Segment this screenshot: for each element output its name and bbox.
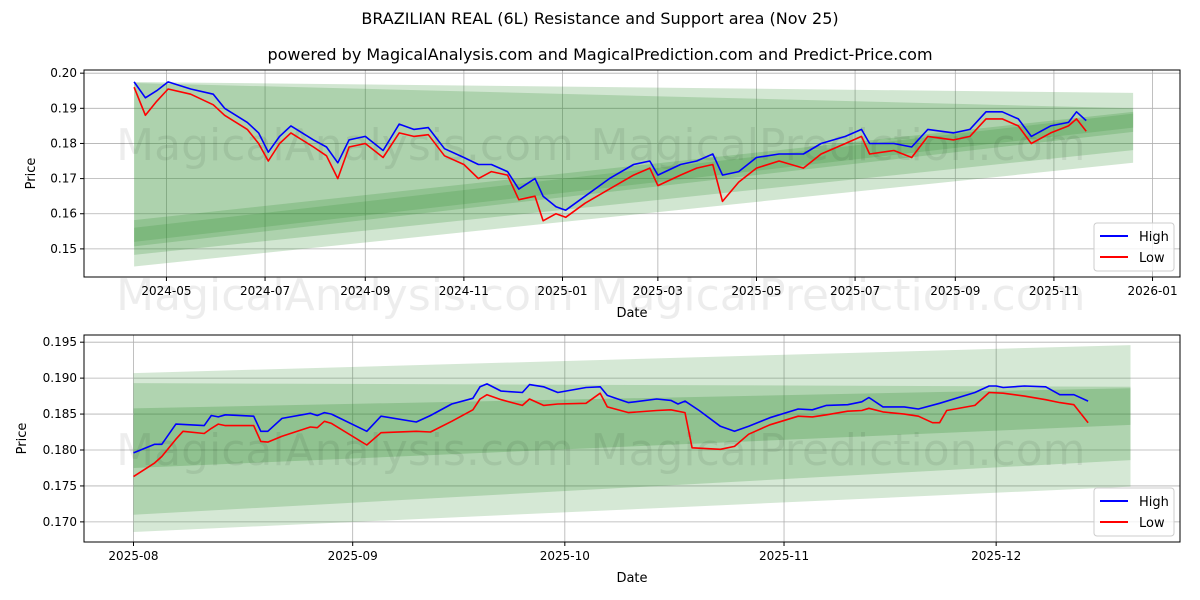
series-line-low [133,391,1089,478]
x-tick-label: 2025-11 [759,549,809,563]
series-line-high [133,81,1087,211]
x-tick-label: 2025-05 [731,284,781,298]
x-tick-label: 2024-07 [240,284,290,298]
x-tick-label: 2025-07 [830,284,880,298]
watermark-text: MagicalPrediction.com [591,120,1086,171]
axes-frame [83,69,1181,278]
series-line-low [133,86,1087,222]
y-tick-label: 0.18 [50,136,77,150]
legend: High Low [1093,487,1175,537]
y-tick-label: 0.170 [43,515,77,529]
y-axis-label: Price [24,158,39,190]
legend: High Low [1093,222,1175,272]
plot-area: MagicalAnalysis.com MagicalPrediction.com [116,345,1131,532]
y-tick-label: 0.15 [50,242,77,256]
x-axis-label: Date [616,571,647,586]
support-resistance-band [134,113,1134,242]
plot-area: MagicalAnalysis.com MagicalPrediction.com [116,81,1134,267]
watermark-text: MagicalPrediction.com [591,425,1086,476]
x-tick-label: 2026-01 [1127,284,1177,298]
legend-label-low: Low [1139,516,1165,531]
support-resistance-band [133,388,1131,468]
legend-label-high: High [1139,495,1169,510]
chart-1: MagicalAnalysis.com MagicalPrediction.com… [24,66,1181,321]
y-tick-label: 0.19 [50,101,77,115]
legend-label-low: Low [1139,251,1165,266]
watermark-text: MagicalAnalysis.com [116,270,574,321]
x-tick-label: 2025-08 [108,549,158,563]
watermark-text: MagicalAnalysis.com [116,120,574,171]
x-tick-label: 2025-10 [540,549,590,563]
y-tick-label: 0.190 [43,371,77,385]
x-tick-label: 2025-11 [1029,284,1079,298]
support-resistance-band [134,83,1134,255]
y-tick-label: 0.16 [50,207,77,221]
y-axis-label: Price [15,423,30,455]
y-tick-label: 0.175 [43,479,77,493]
x-axis-label: Date [616,306,647,321]
x-tick-label: 2025-01 [537,284,587,298]
chart-subtitle: powered by MagicalAnalysis.com and Magic… [267,45,933,64]
axes-frame [83,334,1181,543]
legend-label-high: High [1139,230,1169,245]
support-resistance-band [134,111,1134,247]
watermark-text: MagicalAnalysis.com [116,425,574,476]
y-tick-label: 0.17 [50,172,77,186]
y-tick-label: 0.20 [50,66,77,80]
x-tick-label: 2024-11 [439,284,489,298]
y-tick-label: 0.180 [43,443,77,457]
y-tick-label: 0.195 [43,335,77,349]
chart-2: MagicalAnalysis.com MagicalPrediction.com… [15,334,1181,586]
x-tick-label: 2024-09 [340,284,390,298]
x-tick-label: 2025-12 [971,549,1021,563]
x-tick-label: 2024-05 [141,284,191,298]
chart-title: BRAZILIAN REAL (6L) Resistance and Suppo… [361,9,839,28]
x-tick-label: 2025-03 [633,284,683,298]
support-resistance-band [133,345,1131,532]
x-tick-label: 2025-09 [328,549,378,563]
support-resistance-band [134,81,1134,267]
x-tick-label: 2025-09 [930,284,980,298]
y-tick-label: 0.185 [43,407,77,421]
watermark-text: MagicalPrediction.com [591,270,1086,321]
series-line-high [133,383,1089,454]
